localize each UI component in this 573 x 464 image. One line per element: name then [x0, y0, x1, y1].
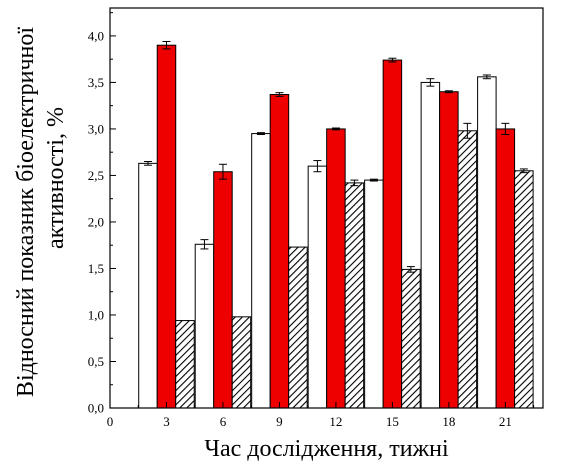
error-bar-red-15 — [388, 57, 397, 63]
bar-red-21 — [495, 128, 516, 409]
y-tick-label: 1,5 — [88, 261, 104, 276]
x-tick-label: 18 — [442, 414, 455, 429]
bar-hatched-18 — [457, 130, 478, 409]
error-bar-red-3 — [162, 40, 171, 50]
bar-hatched-9 — [288, 246, 308, 409]
bar-white-21 — [477, 76, 497, 409]
x-tick-label: 0 — [107, 414, 114, 429]
error-bar-red-21 — [501, 122, 510, 136]
bar-white-9 — [251, 133, 271, 409]
y-tick-label: 1,0 — [88, 307, 104, 322]
bar-red-6 — [213, 171, 233, 409]
error-bar-white-3 — [143, 160, 152, 166]
y-axis-ticks: 0,0 0,5 1,0 1,5 2,0 2,5 3,0 3,5 4,0 — [88, 12, 116, 416]
error-bar-hatched-21 — [519, 168, 528, 174]
y-tick-label: 0,0 — [88, 401, 104, 416]
plot-frame — [109, 7, 544, 409]
error-bar-red-9 — [275, 92, 284, 97]
bar-red-15 — [382, 59, 403, 409]
bar-hatched-3 — [175, 320, 195, 409]
error-bar-red-18 — [444, 90, 453, 94]
y-tick-label: 4,0 — [88, 28, 104, 43]
x-tick-label: 3 — [163, 414, 170, 429]
x-axis-ticks: 0 3 6 9 12 15 18 21 — [107, 402, 535, 429]
bar-white-6 — [194, 243, 215, 409]
error-bar-white-9 — [256, 132, 265, 136]
x-tick-label: 21 — [499, 414, 512, 429]
y-axis-title-line2: активності, % — [43, 107, 69, 249]
error-bar-white-21 — [482, 74, 491, 80]
bar-group — [138, 44, 534, 409]
y-tick-label: 2,0 — [88, 214, 104, 229]
error-bar-red-6 — [218, 163, 227, 180]
bar-red-9 — [269, 94, 290, 409]
bar-white-3 — [138, 162, 158, 409]
bar-hatched-12 — [344, 182, 365, 409]
x-tick-label: 6 — [220, 414, 227, 429]
error-bar-hatched-18 — [463, 122, 472, 139]
y-tick-label: 3,5 — [88, 75, 104, 90]
y-tick-label: 0,5 — [88, 354, 104, 369]
bar-white-15 — [364, 179, 384, 409]
error-bar-white-6 — [200, 239, 209, 250]
x-tick-label: 12 — [329, 414, 342, 429]
bar-hatched-21 — [514, 170, 534, 409]
x-tick-label: 9 — [276, 414, 283, 429]
error-bar-white-18 — [426, 78, 435, 87]
bar-hatched-6 — [231, 316, 252, 409]
y-axis-title-line1: Відносний показник біоелектричної — [13, 27, 39, 397]
bar-red-18 — [439, 91, 459, 409]
error-bar-red-12 — [331, 127, 340, 131]
error-bar-hatched-15 — [406, 266, 415, 273]
y-tick-label: 3,0 — [88, 121, 104, 136]
bar-red-3 — [156, 44, 177, 409]
y-tick-label: 2,5 — [88, 168, 104, 183]
error-bar-white-15 — [369, 178, 378, 182]
error-bar-hatched-12 — [350, 179, 359, 187]
bar-white-12 — [307, 165, 328, 409]
bar-white-18 — [420, 81, 441, 409]
bar-red-12 — [326, 128, 346, 409]
x-tick-label: 15 — [386, 414, 399, 429]
x-axis-title: Час дослідження, тижні — [204, 436, 449, 462]
error-bar-group — [143, 40, 528, 273]
bar-hatched-15 — [401, 268, 421, 409]
error-bar-white-12 — [313, 160, 322, 173]
